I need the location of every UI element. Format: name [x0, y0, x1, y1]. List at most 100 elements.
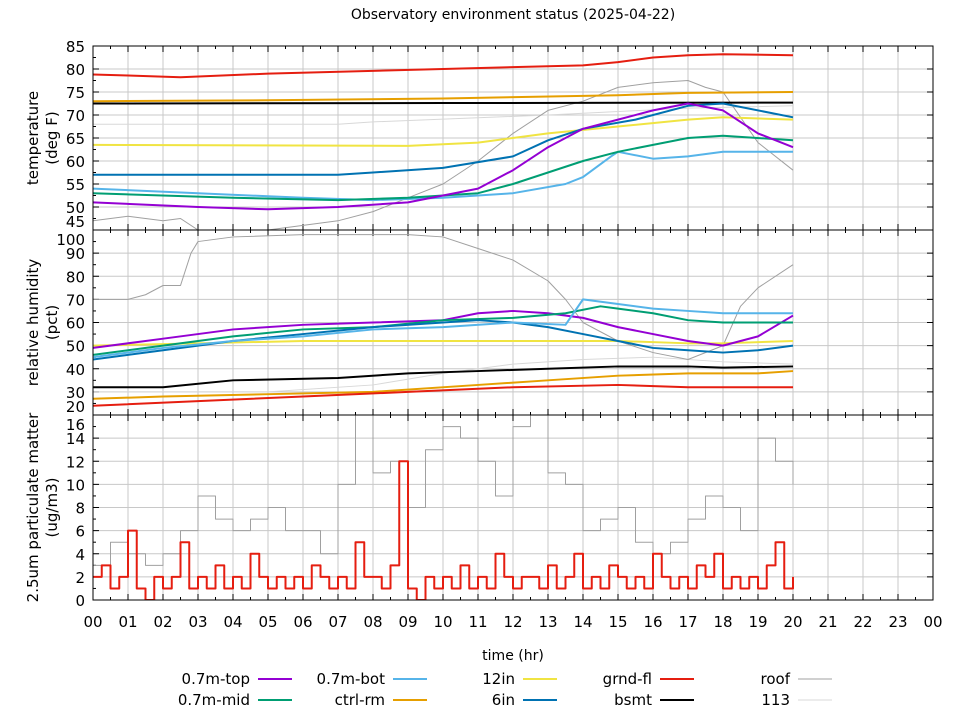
- x-axis-label: time (hr): [482, 648, 544, 664]
- y-tick-label: 90: [66, 245, 85, 263]
- y-tick-label: 40: [66, 361, 85, 379]
- legend-label: bsmt: [614, 691, 652, 709]
- series-line-bsmt: [93, 101, 794, 105]
- plot-border: [92, 414, 934, 601]
- x-tick-label: 03: [188, 613, 207, 631]
- legend-item: 0.7m-mid: [178, 691, 292, 709]
- y-tick-label: 65: [66, 130, 85, 148]
- x-tick-label: 00: [923, 613, 942, 631]
- x-tick-label: 23: [888, 613, 907, 631]
- series-line-grnd-fl: [93, 383, 793, 407]
- x-tick-label: 19: [748, 613, 767, 631]
- x-tick-label: 04: [223, 613, 242, 631]
- series-line-0.7m-top: [93, 309, 794, 349]
- y-axis-label-units: (ug/m3): [43, 478, 61, 538]
- y-tick-label: 50: [66, 338, 85, 356]
- legend-label: ctrl-rm: [335, 691, 385, 709]
- legend-label: grnd-fl: [603, 670, 652, 688]
- x-tick-label: 16: [643, 613, 662, 631]
- legend-item: 0.7m-bot: [317, 670, 427, 688]
- x-tick-label: 20: [783, 613, 802, 631]
- legend-label: roof: [761, 670, 791, 688]
- y-tick-label: 70: [66, 107, 85, 125]
- x-tick-label: 10: [433, 613, 452, 631]
- legend-item: 113: [761, 691, 832, 709]
- series-line-grnd-fl: [93, 460, 794, 600]
- x-tick-label: 07: [328, 613, 347, 631]
- x-tick-label: 09: [398, 613, 417, 631]
- y-tick-label: 50: [66, 199, 85, 217]
- y-tick-label: 16: [66, 416, 85, 434]
- legend-label: 113: [761, 691, 790, 709]
- x-tick-label: 05: [258, 613, 277, 631]
- x-tick-label: 11: [468, 613, 487, 631]
- series-line-0.7m-top: [93, 102, 794, 211]
- x-tick-label: 14: [573, 613, 592, 631]
- series-line-roof: [93, 234, 794, 360]
- y-tick-label: 100: [56, 231, 85, 249]
- y-tick-label: 45: [66, 213, 85, 231]
- legend-item: 12in: [482, 670, 557, 688]
- x-tick-label: 12: [503, 613, 522, 631]
- x-tick-label: 13: [538, 613, 557, 631]
- series-line-0.7m-bot: [93, 150, 793, 202]
- series-line-12in: [93, 116, 794, 147]
- legend-label: 0.7m-top: [182, 670, 250, 688]
- x-tick-label: 01: [118, 613, 137, 631]
- legend-label: 6in: [492, 691, 515, 709]
- series-line-0.7m-mid: [93, 134, 794, 202]
- y-axis-label: 2.5um particulate matter: [24, 412, 42, 602]
- y-tick-label: 60: [66, 153, 85, 171]
- y-tick-label: 80: [66, 268, 85, 286]
- y-tick-label: 0: [75, 592, 85, 610]
- legend-label: 12in: [482, 670, 515, 688]
- x-tick-label: 00: [83, 613, 102, 631]
- legend-item: roof: [761, 670, 832, 688]
- x-tick-label: 02: [153, 613, 172, 631]
- legend-item: ctrl-rm: [335, 691, 427, 709]
- y-tick-label: 2: [75, 569, 85, 587]
- y-tick-label: 70: [66, 291, 85, 309]
- series-group: [93, 234, 794, 407]
- series-line-6in: [93, 319, 794, 361]
- series-group: [93, 53, 794, 230]
- series-line-roof: [93, 80, 794, 230]
- x-tick-label: 06: [293, 613, 312, 631]
- legend-label: 0.7m-mid: [178, 691, 250, 709]
- series-line-grnd-fl: [93, 53, 794, 79]
- legend-label: 0.7m-bot: [317, 670, 386, 688]
- series-line-113: [93, 356, 794, 393]
- x-tick-label: 15: [608, 613, 627, 631]
- y-tick-label: 20: [66, 398, 85, 416]
- y-tick-label: 75: [66, 84, 85, 102]
- x-tick-label: 18: [713, 613, 732, 631]
- series-line-ctrl-rm: [93, 370, 794, 400]
- x-tick-label: 08: [363, 613, 382, 631]
- series-line-bsmt: [93, 365, 794, 389]
- series-line-0.7m-bot: [93, 298, 793, 359]
- y-axis-label-units: (deg F): [43, 111, 61, 164]
- y-tick-label: 12: [66, 453, 85, 471]
- series-line-roof: [93, 415, 794, 566]
- y-tick-label: 6: [75, 523, 85, 541]
- legend-item: bsmt: [614, 691, 694, 709]
- y-tick-label: 14: [66, 430, 85, 448]
- y-tick-label: 4: [75, 546, 85, 564]
- chart-title: Observatory environment status (2025-04-…: [351, 7, 675, 23]
- y-axis-label: relative humidity: [24, 259, 42, 387]
- y-tick-label: 60: [66, 315, 85, 333]
- x-tick-label: 22: [853, 613, 872, 631]
- y-tick-label: 8: [75, 500, 85, 518]
- series-line-0.7m-mid: [93, 305, 793, 356]
- x-tick-label: 21: [818, 613, 837, 631]
- y-axis-label-units: (pct): [43, 305, 61, 340]
- y-axis-label: temperature: [24, 91, 42, 185]
- y-tick-label: 30: [66, 384, 85, 402]
- series-group: [93, 415, 794, 600]
- series-line-ctrl-rm: [93, 91, 794, 103]
- legend-item: grnd-fl: [603, 670, 694, 688]
